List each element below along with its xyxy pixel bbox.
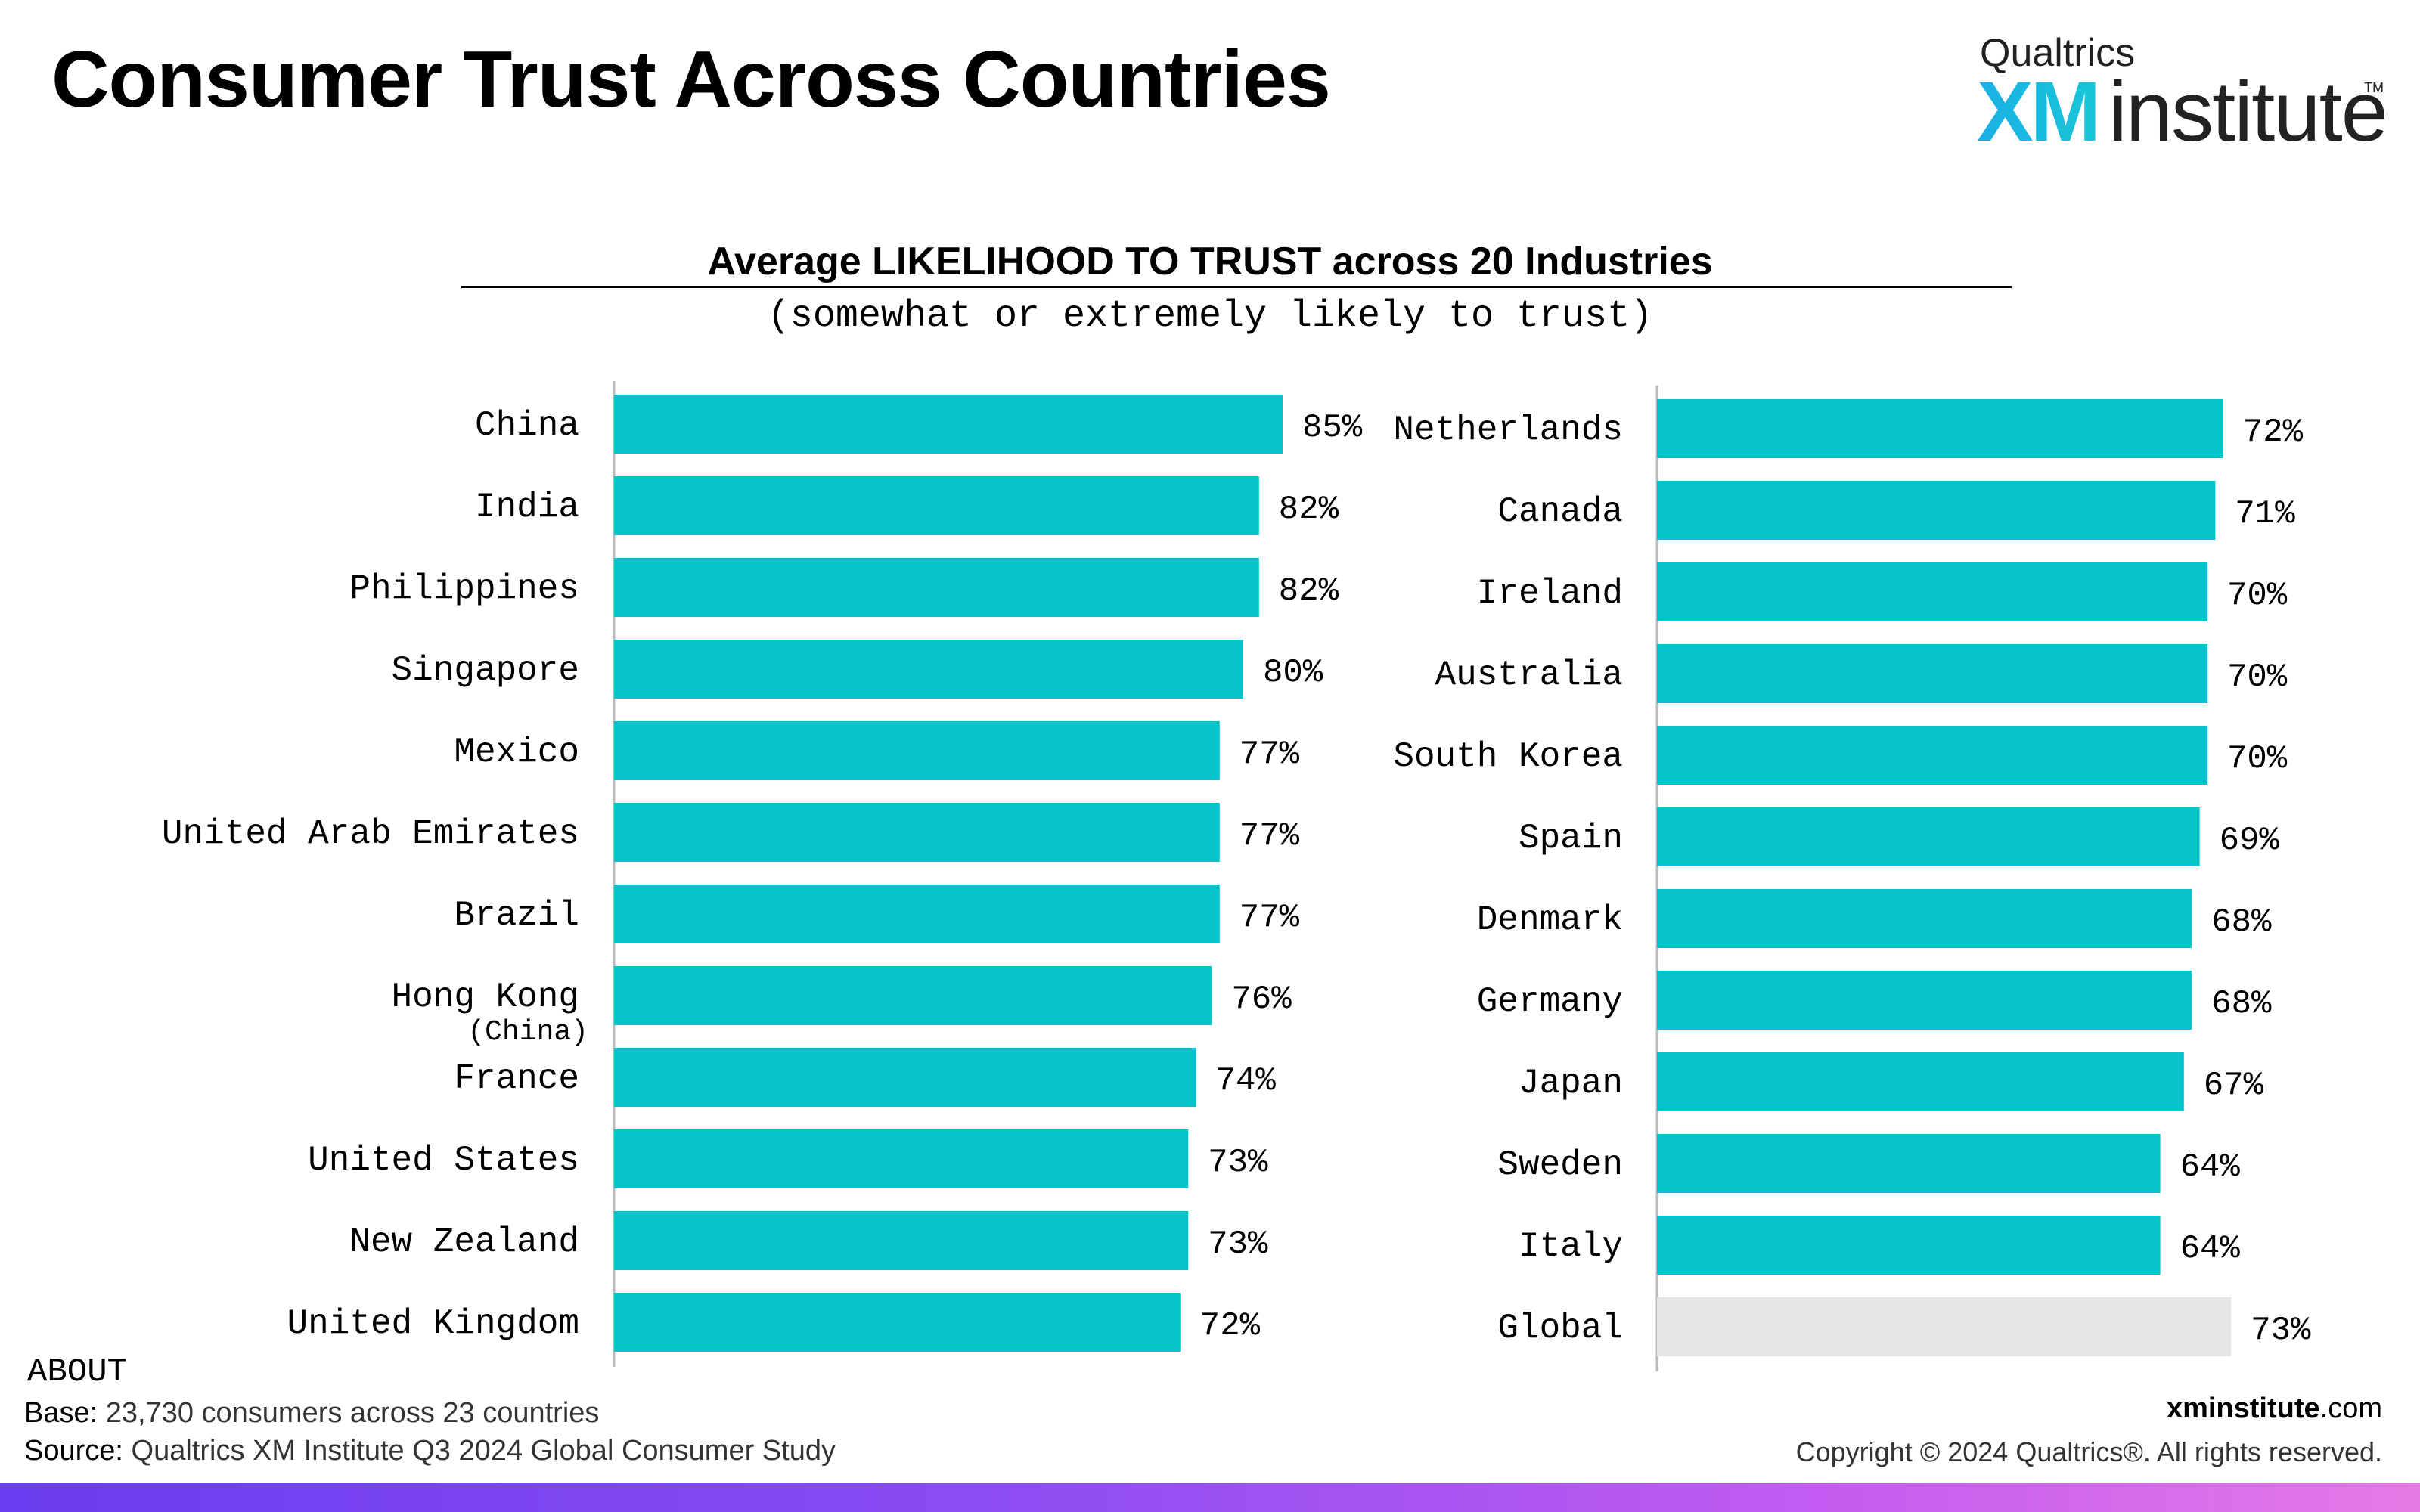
bar	[1657, 1134, 2161, 1193]
category-label: Ireland	[1477, 574, 1623, 613]
category-sublabel: (China)	[467, 1016, 588, 1049]
bar	[1657, 399, 2223, 458]
category-label: New Zealand	[349, 1222, 579, 1262]
bar	[1657, 644, 2207, 703]
page-title: Consumer Trust Across Countries	[51, 35, 1331, 124]
data-label: 67%	[2204, 1067, 2264, 1105]
category-label: China	[475, 406, 579, 445]
data-label: 72%	[1200, 1307, 1261, 1345]
data-label: 77%	[1239, 736, 1300, 773]
category-label: Netherlands	[1393, 411, 1623, 450]
category-label: South Korea	[1393, 737, 1623, 776]
data-label: 74%	[1216, 1062, 1277, 1100]
data-label: 73%	[2251, 1312, 2311, 1349]
website-bold: xminstitute	[2166, 1393, 2320, 1424]
category-label: Denmark	[1477, 900, 1623, 940]
bar	[614, 476, 1259, 535]
base-text: 23,730 consumers across 23 countries	[105, 1397, 600, 1429]
bar	[614, 1293, 1181, 1352]
website-link[interactable]: xminstitute.com	[2167, 1393, 2382, 1425]
category-label: Germany	[1477, 982, 1623, 1021]
bar	[1657, 726, 2207, 785]
category-label: Canada	[1497, 492, 1623, 531]
title-rule	[461, 286, 2012, 288]
bar	[614, 1048, 1196, 1107]
data-label: 80%	[1263, 654, 1323, 692]
bar	[1657, 481, 2216, 540]
bar-chart: 85% China 82% India 82% Philippines 80% Singapo…	[162, 381, 2311, 1371]
data-label: 77%	[1239, 817, 1300, 855]
bar	[614, 803, 1220, 862]
category-label: Brazil	[454, 896, 579, 935]
bottom-gradient-bar	[0, 1483, 2420, 1512]
category-label: United States	[308, 1141, 579, 1180]
category-label: Hong Kong	[392, 978, 579, 1017]
bar	[1657, 889, 2192, 948]
data-label: 72%	[2243, 414, 2304, 451]
data-label: 68%	[2211, 985, 2272, 1023]
bar	[614, 1211, 1189, 1270]
base-note: Base: 23,730 consumers across 23 countri…	[24, 1397, 599, 1430]
category-label: Sweden	[1497, 1145, 1623, 1185]
data-label: 71%	[2235, 495, 2295, 533]
data-label: 64%	[2180, 1148, 2241, 1186]
chart-title: Average LIKELIHOOD TO TRUST across 20 In…	[707, 240, 1713, 284]
category-label: United Kingdom	[287, 1304, 579, 1343]
data-label: 70%	[2227, 740, 2288, 778]
bar	[614, 395, 1283, 454]
bar	[1657, 971, 2192, 1030]
data-label: 82%	[1279, 572, 1339, 610]
source-text: Qualtrics XM Institute Q3 2024 Global Co…	[131, 1435, 836, 1467]
bar	[1657, 807, 2200, 866]
bar	[1657, 1297, 2232, 1356]
bar	[1657, 562, 2207, 621]
data-label: 69%	[2220, 822, 2280, 860]
data-label: 76%	[1231, 981, 1292, 1018]
category-label: Australia	[1435, 655, 1623, 695]
category-label: Philippines	[349, 569, 579, 609]
data-label: 70%	[2227, 577, 2288, 615]
category-label: Japan	[1519, 1064, 1623, 1103]
category-label: India	[475, 488, 579, 527]
base-label: Base:	[24, 1397, 98, 1429]
bar	[614, 885, 1220, 943]
data-label: 82%	[1279, 491, 1339, 528]
data-label: 64%	[2180, 1230, 2241, 1268]
category-label: Mexico	[454, 733, 579, 772]
category-label: Spain	[1519, 819, 1623, 858]
chart-subtitle: (somewhat or extremely likely to trust)	[767, 295, 1653, 338]
website-suffix: .com	[2319, 1393, 2382, 1424]
logo-trademark: TM	[2364, 80, 2384, 95]
about-heading: ABOUT	[27, 1353, 128, 1391]
qualtrics-xm-institute-logo: Qualtrics XM institute TM	[1977, 30, 2388, 159]
copyright-text: Copyright © 2024 Qualtrics®. All rights …	[1795, 1436, 2382, 1467]
bar	[1657, 1052, 2184, 1111]
category-label: Global	[1497, 1309, 1623, 1348]
bar	[614, 966, 1212, 1025]
bar	[1657, 1216, 2161, 1275]
category-label: United Arab Emirates	[162, 814, 579, 854]
data-label: 70%	[2227, 658, 2288, 696]
bar	[614, 721, 1220, 780]
logo-brand-text: Qualtrics	[1980, 31, 2136, 75]
category-label: France	[454, 1059, 579, 1098]
bar	[614, 1129, 1189, 1188]
category-label: Singapore	[392, 651, 579, 690]
logo-xm-text: XM	[1977, 64, 2101, 159]
data-label: 73%	[1208, 1225, 1268, 1263]
bar	[614, 640, 1243, 699]
logo-institute-text: institute	[2108, 64, 2388, 159]
data-label: 77%	[1239, 899, 1300, 937]
source-note: Source: Qualtrics XM Institute Q3 2024 G…	[24, 1435, 836, 1467]
source-label: Source:	[24, 1435, 123, 1467]
data-label: 73%	[1208, 1144, 1268, 1182]
data-label: 68%	[2211, 903, 2272, 941]
category-label: Italy	[1519, 1227, 1623, 1266]
data-label: 85%	[1302, 409, 1363, 447]
bar	[614, 558, 1259, 617]
